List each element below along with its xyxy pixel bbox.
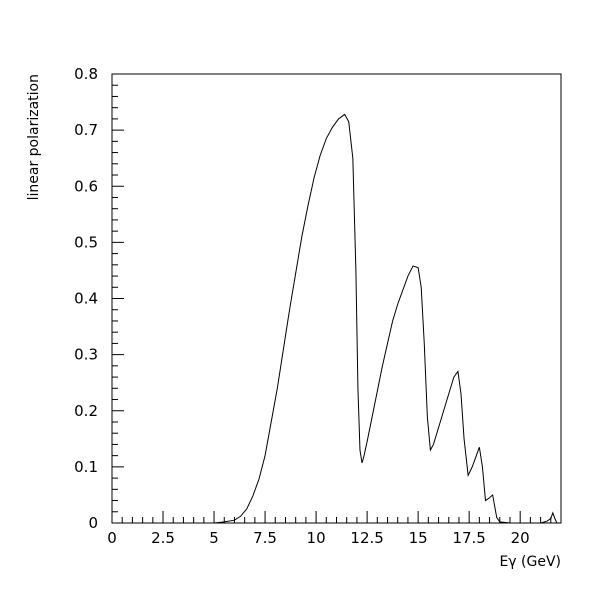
x-tick-label: 17.5 <box>452 529 485 547</box>
x-tick-label: 7.5 <box>253 529 277 547</box>
y-tick-label: 0.3 <box>74 346 98 364</box>
x-axis-title: Eγ (GeV) <box>499 554 561 570</box>
y-axis-ticks <box>112 73 124 524</box>
y-tick-label: 0 <box>88 514 98 532</box>
y-axis-tick-labels: 0 0.1 0.2 0.3 0.4 0.5 0.6 0.7 0.8 <box>74 65 98 532</box>
x-tick-label: 0 <box>107 529 117 547</box>
y-tick-label: 0.4 <box>74 290 98 308</box>
plot-frame <box>111 73 562 524</box>
y-tick-label: 0.7 <box>74 121 98 139</box>
y-tick-label: 0.8 <box>74 65 98 83</box>
x-tick-label: 20 <box>511 529 530 547</box>
x-tick-label: 10 <box>307 529 326 547</box>
y-tick-label: 0.5 <box>74 233 98 251</box>
y-tick-label: 0.2 <box>74 402 98 420</box>
x-tick-label: 2.5 <box>151 529 175 547</box>
x-tick-label: 12.5 <box>350 529 383 547</box>
polarization-curve <box>213 113 561 524</box>
x-axis-ticks <box>111 511 562 523</box>
x-tick-label: 15 <box>409 529 428 547</box>
y-tick-label: 0.6 <box>74 177 98 195</box>
x-tick-label: 5 <box>209 529 219 547</box>
x-axis-tick-labels: 0 2.5 5 7.5 10 12.5 15 17.5 20 <box>107 529 530 547</box>
y-axis-title: linear polarization <box>26 74 42 200</box>
y-tick-label: 0.1 <box>74 458 98 476</box>
